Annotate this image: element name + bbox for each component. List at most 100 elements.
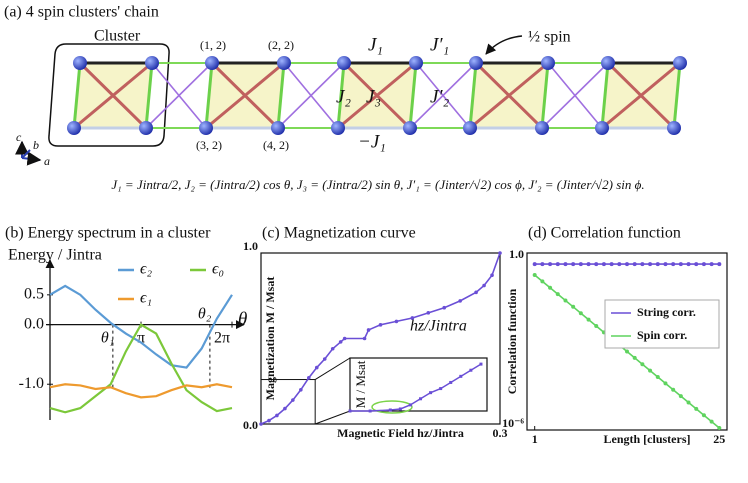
spin [145, 56, 159, 70]
spin [205, 56, 219, 70]
inset-frame [349, 357, 488, 412]
inset-line [350, 363, 482, 412]
inset-point [348, 409, 352, 413]
point [678, 394, 683, 399]
intra-bond [72, 61, 82, 130]
spin [469, 56, 483, 70]
spin [337, 56, 351, 70]
inset-point [479, 362, 483, 366]
spin [601, 56, 615, 70]
bond-label: J₂ [336, 86, 351, 107]
point [366, 328, 371, 332]
x-axis-label: θ [238, 309, 247, 330]
x-axis-label: Length [clusters] [604, 432, 691, 446]
chart-title: (d) Correlation function [528, 225, 681, 242]
point [548, 262, 553, 267]
inter-bond [409, 62, 477, 129]
point [586, 317, 591, 322]
y-tick-label: -1.0 [19, 375, 44, 392]
point [474, 290, 478, 295]
intra-bond [336, 61, 418, 130]
point [701, 262, 706, 267]
point [594, 262, 599, 267]
point [563, 262, 568, 267]
intra-bond [204, 61, 214, 130]
series-line [49, 284, 233, 369]
y-tick-label: 0.5 [24, 285, 44, 302]
intra-bond [540, 61, 550, 130]
point [625, 349, 629, 354]
spin [67, 121, 81, 135]
point [322, 357, 327, 361]
axis-label: b [33, 138, 39, 152]
panel-title: (a) 4 spin clusters' chain [4, 4, 159, 21]
inset-point [368, 409, 372, 413]
intra-bond [336, 61, 346, 130]
point [686, 400, 691, 405]
point [686, 262, 691, 267]
point [578, 311, 583, 316]
point [555, 262, 560, 267]
point [498, 251, 502, 255]
y-axis-label: Magnetization M / Msat [263, 277, 277, 401]
inter-bond [277, 62, 345, 129]
point [594, 323, 599, 328]
point [648, 262, 653, 267]
point [314, 365, 319, 370]
spin [535, 121, 549, 135]
point [342, 336, 347, 341]
spin [409, 56, 423, 70]
intra-bond [600, 61, 682, 130]
point [307, 376, 311, 380]
point [490, 273, 494, 278]
point [458, 299, 462, 303]
point [267, 418, 271, 423]
bond-label: J′₂ [430, 86, 450, 107]
point [532, 272, 537, 277]
intra-bond [672, 61, 682, 130]
point [655, 262, 660, 267]
point [259, 422, 263, 426]
axes-triad [15, 140, 42, 166]
spin [277, 56, 291, 70]
inset-point [398, 407, 402, 411]
inter-bond [145, 62, 213, 129]
point [717, 262, 722, 267]
intra-bond [276, 61, 286, 130]
cluster-label: Cluster [94, 28, 141, 45]
axis-label: c [16, 130, 22, 144]
zoom-connector [314, 357, 351, 380]
point [671, 262, 676, 267]
threshold-label: θ₁ [101, 329, 114, 346]
point [283, 406, 287, 411]
point [663, 381, 668, 386]
intra-bond [204, 61, 286, 130]
point [532, 262, 537, 267]
inset-point [439, 387, 443, 391]
point [678, 262, 683, 267]
inset-point [419, 397, 423, 401]
legend-label: Spin corr. [637, 328, 687, 342]
cluster-outline [48, 43, 170, 147]
spin [331, 121, 345, 135]
zoom-connector [314, 410, 351, 425]
threshold-label: θ₂ [198, 305, 212, 322]
plot-frame [260, 252, 501, 425]
point [540, 262, 545, 267]
point [701, 413, 706, 418]
intra-bond [408, 61, 418, 130]
bond-label: −J₁ [358, 131, 386, 152]
y-axis-label: Energy / Jintra [8, 247, 102, 264]
y-tick-label: 0.0 [24, 315, 44, 332]
annotation: hz/Jintra [410, 318, 467, 335]
point [586, 262, 591, 267]
spin [463, 121, 477, 135]
point [378, 323, 383, 327]
spin [199, 121, 213, 135]
legend-label: String corr. [637, 305, 696, 319]
x-tick-label: 25 [713, 432, 725, 446]
point [571, 304, 576, 309]
y-axis-label: Correlation function [505, 288, 519, 394]
